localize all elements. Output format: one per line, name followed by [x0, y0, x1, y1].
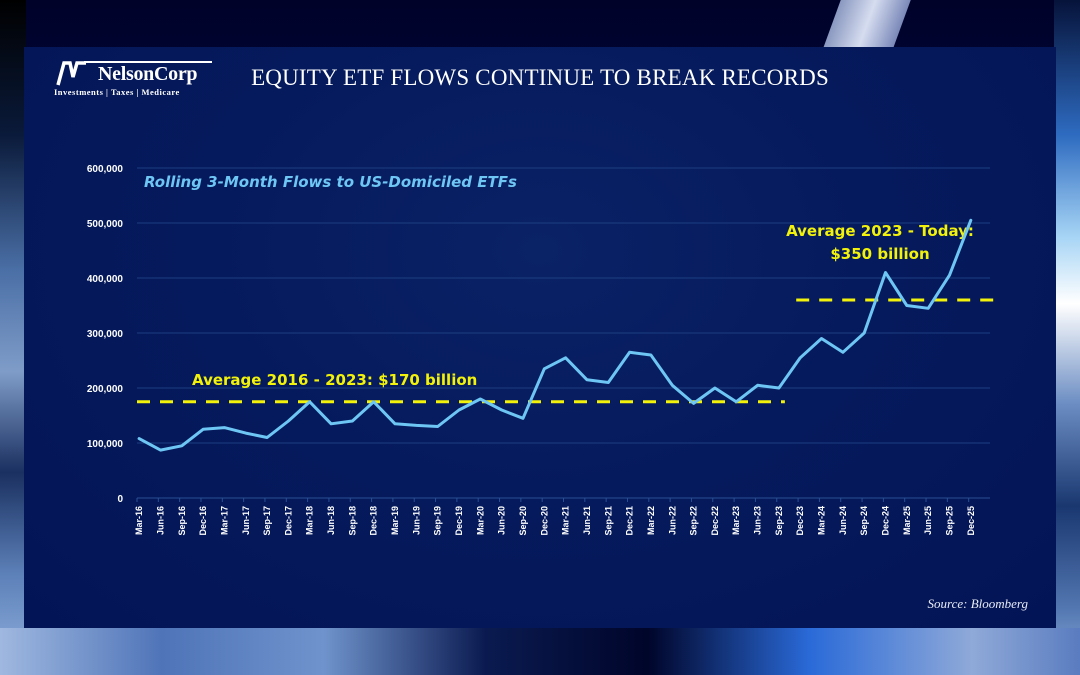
logo-bar: [84, 61, 212, 63]
brand-logo: NelsonCorp Investments | Taxes | Medicar…: [54, 61, 212, 101]
x-tick-label: Sep-17: [262, 506, 272, 536]
x-tick-label: Sep-25: [944, 506, 954, 536]
background-right-edge: [1054, 0, 1080, 675]
slide-title: EQUITY ETF FLOWS CONTINUE TO BREAK RECOR…: [251, 65, 829, 90]
y-tick-label: 300,000: [87, 329, 124, 340]
x-tick-label: Jun-22: [667, 506, 677, 535]
y-tick-label: 0: [117, 494, 123, 505]
y-tick-label: 500,000: [87, 219, 124, 230]
annotation-average-2023-today: Average 2023 - Today:: [786, 222, 974, 240]
annotation-average-2016-2023: Average 2016 - 2023: $170 billion: [192, 371, 477, 389]
x-tick-label: Mar-20: [475, 506, 485, 535]
x-tick-label: Dec-19: [454, 506, 464, 536]
x-tick-label: Sep-18: [347, 506, 357, 536]
y-tick-label: 400,000: [87, 274, 124, 285]
background-bottom-strip: [0, 628, 1080, 675]
x-tick-label: Sep-20: [518, 506, 528, 536]
x-tick-label: Dec-20: [539, 506, 549, 536]
x-tick-label: Jun-16: [155, 506, 165, 535]
x-tick-label: Mar-16: [134, 506, 144, 535]
background-top-decoration: [823, 0, 911, 48]
x-tick-label: Mar-18: [305, 506, 315, 535]
x-tick-label: Mar-23: [731, 506, 741, 535]
x-tick-label: Sep-22: [689, 506, 699, 536]
y-tick-label: 200,000: [87, 384, 124, 395]
chart-subtitle: Rolling 3-Month Flows to US-Domiciled ET…: [144, 173, 517, 191]
y-tick-label: 100,000: [87, 439, 124, 450]
x-tick-label: Jun-21: [582, 506, 592, 535]
x-tick-label: Sep-24: [859, 506, 869, 536]
x-tick-label: Dec-18: [369, 506, 379, 536]
brand-name: NelsonCorp: [98, 63, 198, 85]
x-tick-label: Mar-19: [390, 506, 400, 535]
x-tick-label: Dec-22: [710, 506, 720, 536]
x-tick-label: Dec-23: [795, 506, 805, 536]
x-tick-label: Jun-18: [326, 506, 336, 535]
x-tick-label: Dec-25: [966, 506, 976, 536]
flows-line: [137, 218, 973, 452]
nelsoncorp-n-icon: [56, 61, 86, 86]
annotation-350-billion: $350 billion: [830, 245, 929, 263]
x-tick-label: Dec-17: [283, 506, 293, 536]
x-tick-label: Mar-24: [817, 506, 827, 535]
background-left-edge: [0, 0, 26, 675]
y-tick-label: 600,000: [87, 164, 124, 175]
x-tick-label: Sep-21: [603, 506, 613, 536]
x-tick-label: Mar-22: [646, 506, 656, 535]
x-tick-label: Dec-16: [198, 506, 208, 536]
line-chart: 0 100,000 200,000 300,000 400,000 500,000 600,…: [87, 164, 994, 536]
x-tick-label: Mar-17: [219, 506, 229, 535]
x-tick-label: Sep-19: [433, 506, 443, 536]
x-tick-label: Sep-16: [177, 506, 187, 536]
x-tick-label: Dec-24: [881, 506, 891, 536]
x-tick-label: Sep-23: [774, 506, 784, 536]
x-tick-label: Dec-21: [625, 506, 635, 536]
x-tick-label: Jun-20: [497, 506, 507, 535]
x-tick-label: Jun-24: [838, 506, 848, 535]
x-tick-label: Jun-25: [923, 506, 933, 535]
x-tick-label: Jun-23: [753, 506, 763, 535]
brand-tagline: Investments | Taxes | Medicare: [54, 87, 180, 97]
x-tick-label: Jun-17: [241, 506, 251, 535]
slide-panel: NelsonCorp Investments | Taxes | Medicar…: [24, 47, 1056, 628]
x-tick-label: Mar-25: [902, 506, 912, 535]
x-tick-label: Mar-21: [561, 506, 571, 535]
source-note: Source: Bloomberg: [927, 596, 1028, 611]
x-tick-label: Jun-19: [411, 506, 421, 535]
